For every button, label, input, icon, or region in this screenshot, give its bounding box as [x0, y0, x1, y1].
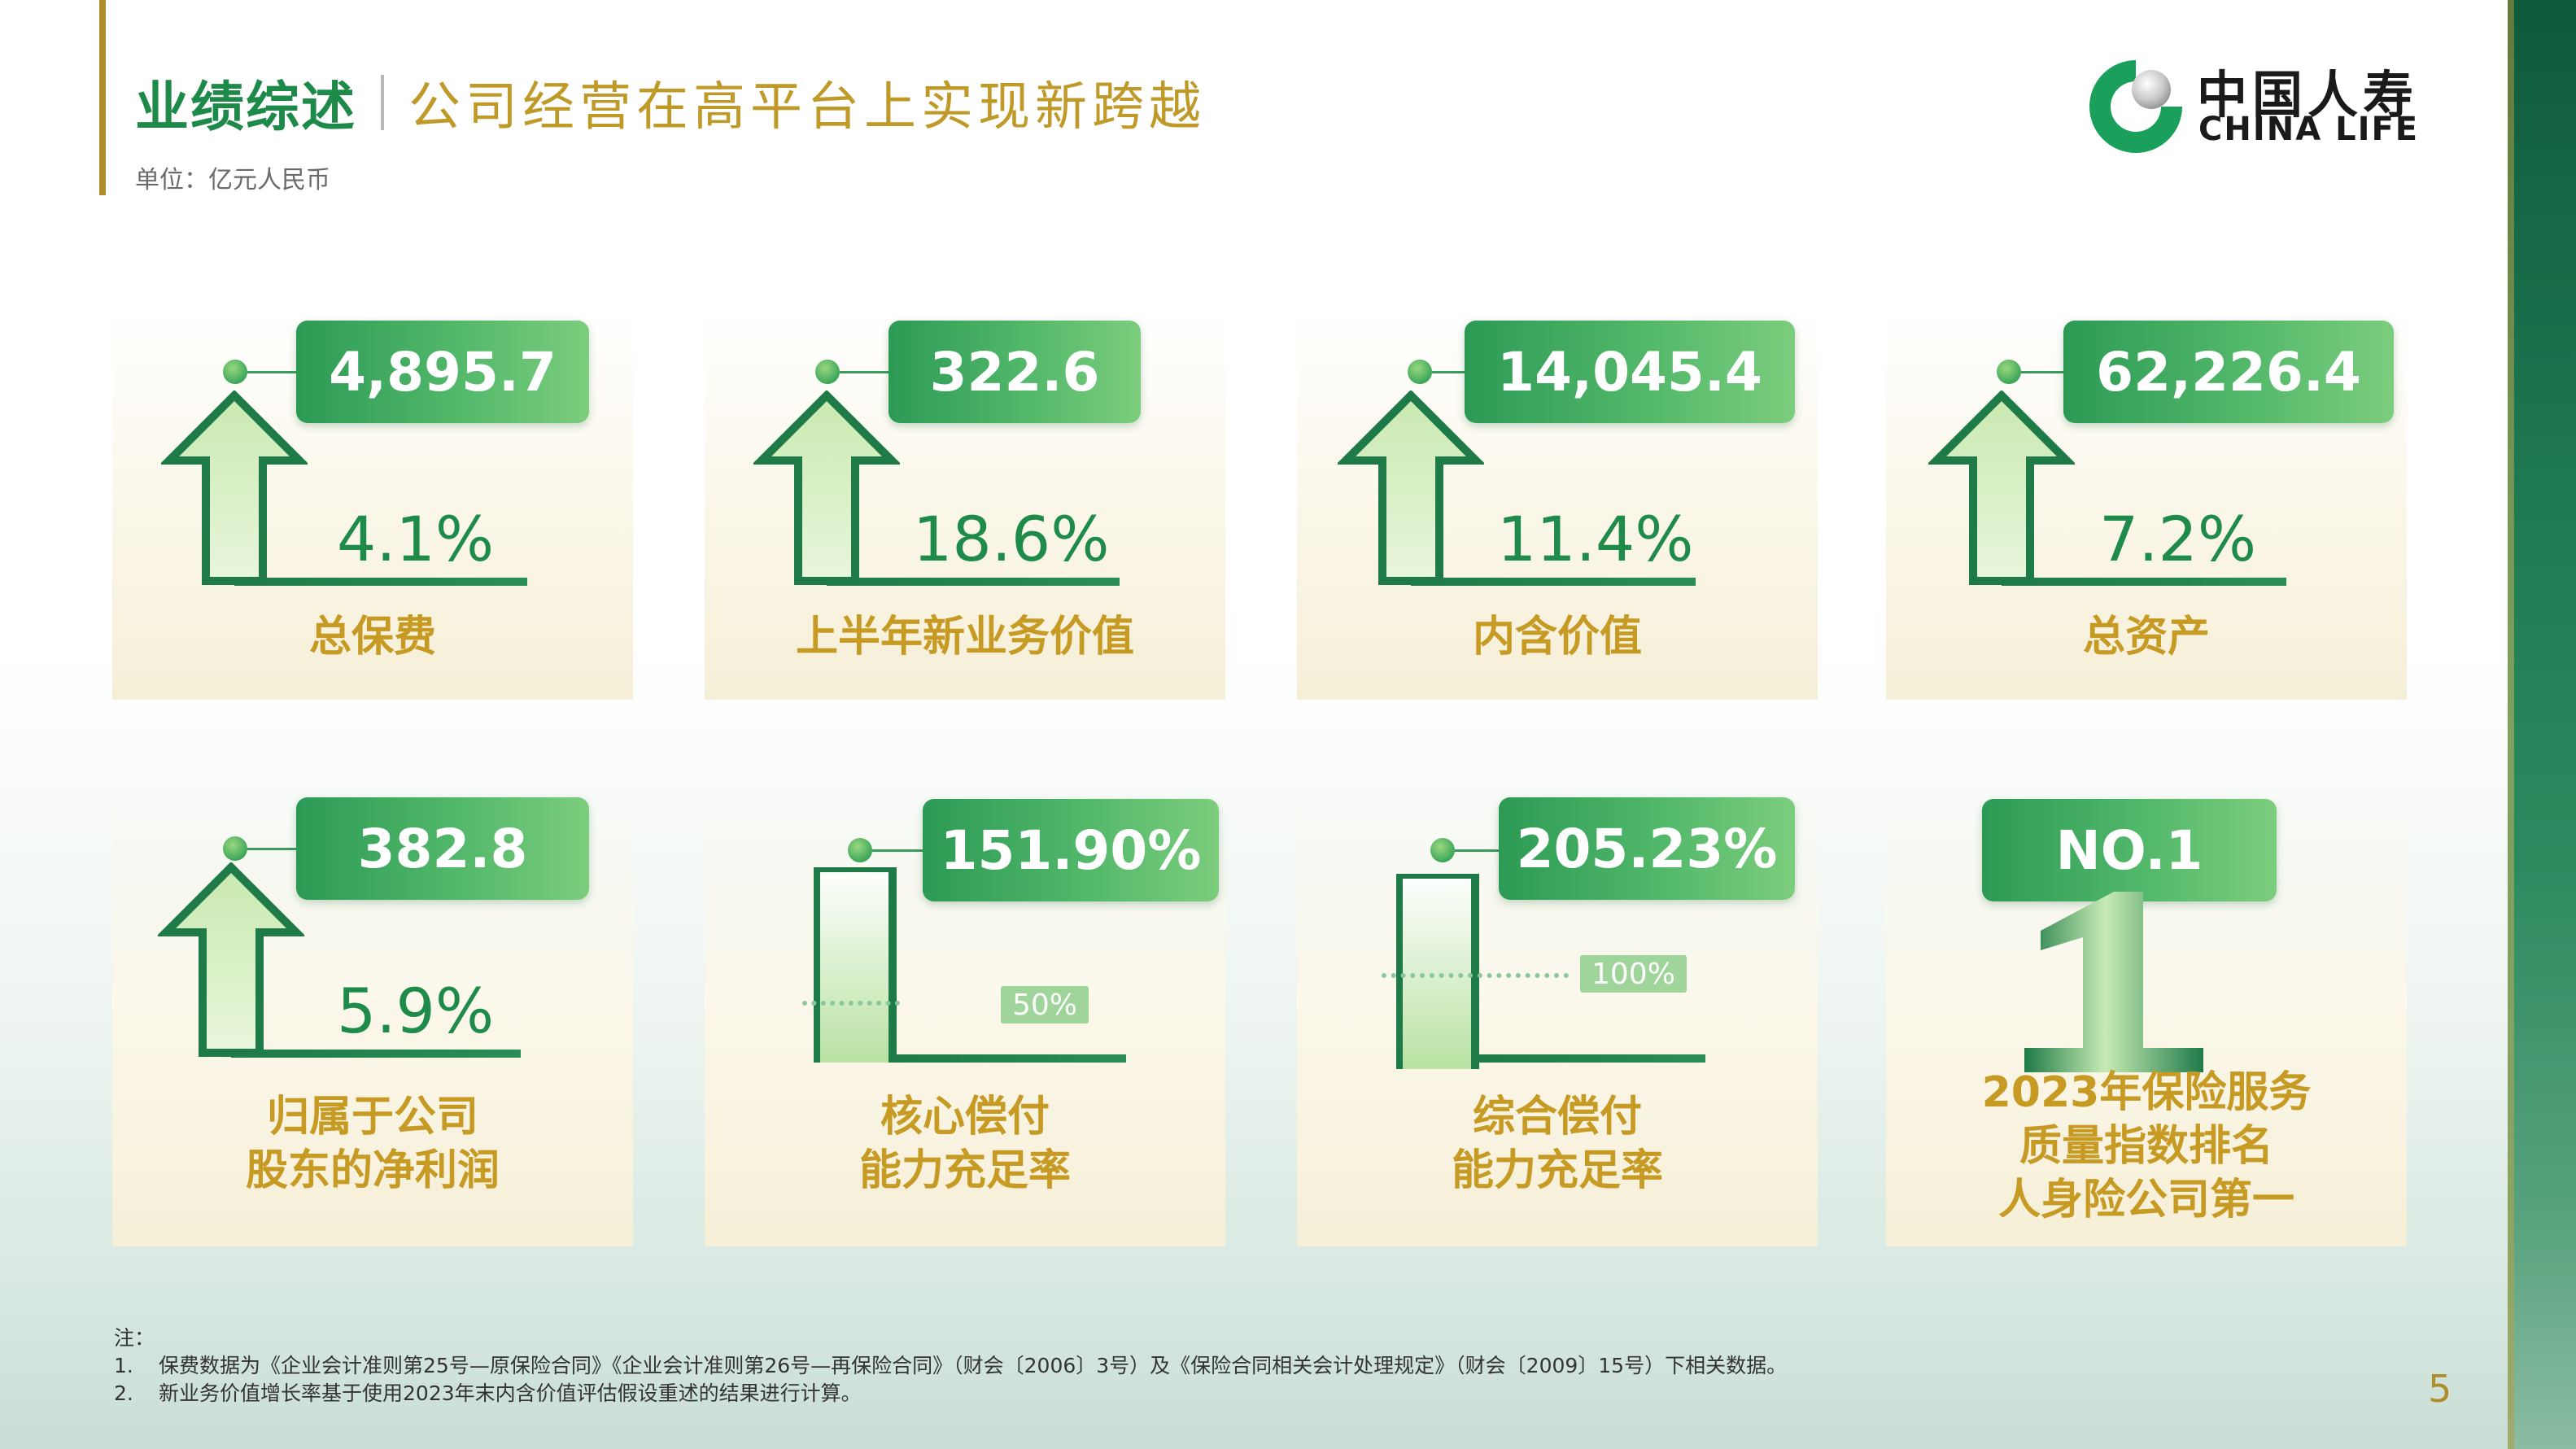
title-accent-bar [99, 0, 106, 195]
marker-dot [223, 360, 247, 384]
marker-connector [2021, 371, 2063, 373]
metric-label: 2023年保险服务 质量指数排名 人身险公司第一 [1981, 1068, 2312, 1224]
metric-value: 205.23% [1499, 797, 1795, 900]
page-subtitle: 公司经营在高平台上实现新跨越 [408, 77, 1206, 137]
growth-rate: 18.6% [913, 503, 1110, 575]
reference-tag: 50% [1001, 986, 1089, 1023]
unit-note: 单位：亿元人民币 [135, 166, 330, 194]
marker-connector [840, 371, 889, 373]
growth-rate: 7.2% [2099, 503, 2257, 575]
metric-card-comprehensive-solvency: 205.23% 100% 综合偿付 能力充足率 [1297, 781, 1818, 1246]
up-arrow-icon [161, 391, 308, 585]
metric-value: 151.90% [923, 799, 1219, 901]
reference-line [1382, 973, 1569, 978]
growth-rate: 11.4% [1497, 503, 1694, 575]
footnotes: 注： 1. 保费数据为《企业会计准则第25号—原保险合同》《企业会计准则第26号… [114, 1325, 1787, 1408]
marker-dot [848, 838, 872, 862]
metric-card-embedded-value: 14,045.4 11.4% 内含价值 [1297, 309, 1818, 700]
metric-card-service-ranking: NO.1 2023年保险服务 质量指数排名 人身险公司第一 [1886, 781, 2407, 1246]
chart-baseline [893, 1054, 1126, 1063]
marker-dot [1430, 838, 1455, 862]
marker-connector [872, 849, 923, 852]
metric-label: 内含价值 [1472, 613, 1642, 661]
page-number: 5 [2428, 1367, 2452, 1411]
logo-chinese-text: 中国人寿 [2197, 65, 2419, 124]
up-arrow-icon [158, 862, 304, 1057]
reference-line [802, 1001, 900, 1006]
number-one-icon [2024, 892, 2203, 1072]
metric-label: 总保费 [308, 613, 436, 661]
metric-label: 核心偿付 能力充足率 [858, 1093, 1071, 1195]
marker-connector [1432, 371, 1465, 373]
metric-value: NO.1 [1982, 799, 2277, 901]
metric-value: 382.8 [296, 797, 589, 900]
page-header: 业绩综述 公司经营在高平台上实现新跨越 [135, 63, 1206, 142]
bar-level-icon [1396, 874, 1479, 1069]
marker-dot [1997, 360, 2021, 384]
metric-label: 归属于公司 股东的净利润 [245, 1093, 500, 1195]
metric-card-core-solvency: 151.90% 50% 核心偿付 能力充足率 [705, 781, 1225, 1246]
chart-baseline [234, 578, 527, 586]
marker-connector [1455, 849, 1499, 852]
bar-level-icon [814, 867, 897, 1063]
metric-card-total-premium: 4,895.7 4.1% 总保费 [112, 309, 633, 700]
metric-card-total-assets: 62,226.4 7.2% 总资产 [1886, 309, 2407, 700]
growth-rate: 4.1% [337, 503, 495, 575]
china-life-logo: 中国人寿 CHINA LIFE [2083, 54, 2441, 159]
marker-connector [247, 371, 296, 373]
metric-value: 14,045.4 [1465, 321, 1795, 423]
metric-label: 总资产 [2082, 613, 2210, 661]
page-title: 业绩综述 [135, 76, 356, 138]
reference-tag: 100% [1580, 955, 1687, 993]
up-arrow-icon [753, 391, 900, 585]
footnote-item: 1. 保费数据为《企业会计准则第25号—原保险合同》《企业会计准则第26号—再保… [114, 1354, 1788, 1377]
logo-emblem-icon [2089, 60, 2182, 153]
chart-baseline [1476, 1054, 1705, 1063]
decorative-side-strip [2508, 0, 2576, 1449]
logo-english-text: CHINA LIFE [2198, 111, 2420, 148]
metric-value: 322.6 [889, 321, 1141, 423]
footnote-item: 2. 新业务价值增长率基于使用2023年末内含价值评估假设重述的结果进行计算。 [114, 1381, 862, 1405]
chart-baseline [1411, 578, 1696, 586]
up-arrow-icon [1338, 391, 1484, 585]
marker-dot [223, 836, 247, 861]
marker-connector [247, 848, 296, 850]
marker-dot [1408, 360, 1432, 384]
metric-label: 综合偿付 能力充足率 [1451, 1093, 1663, 1195]
metric-value: 62,226.4 [2063, 321, 2394, 423]
metric-label: 上半年新业务价值 [795, 613, 1134, 661]
chart-baseline [827, 578, 1120, 586]
metric-value: 4,895.7 [296, 321, 589, 423]
chart-baseline [2002, 578, 2286, 586]
metric-card-net-profit: 382.8 5.9% 归属于公司 股东的净利润 [112, 781, 633, 1246]
footnote-heading: 注： [114, 1326, 155, 1350]
up-arrow-icon [1928, 391, 2075, 585]
marker-dot [815, 360, 840, 384]
chart-baseline [231, 1050, 521, 1058]
growth-rate: 5.9% [337, 975, 495, 1047]
title-divider [381, 75, 384, 130]
metric-card-new-business-value: 322.6 18.6% 上半年新业务价值 [705, 309, 1225, 700]
